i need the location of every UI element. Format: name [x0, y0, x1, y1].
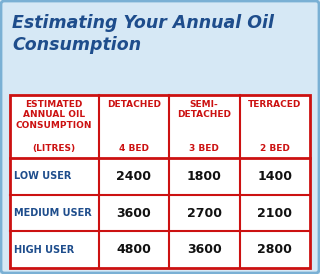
Text: SEMI-
DETACHED: SEMI- DETACHED [177, 100, 231, 119]
Text: 2 BED: 2 BED [260, 144, 290, 153]
Text: ESTIMATED
ANNUAL OIL
CONSUMPTION: ESTIMATED ANNUAL OIL CONSUMPTION [16, 100, 92, 130]
Bar [10, 95, 310, 268]
Text: Estimating Your Annual Oil
Consumption: Estimating Your Annual Oil Consumption [12, 14, 274, 53]
Text: 2800: 2800 [257, 243, 292, 256]
Text: 4800: 4800 [116, 243, 151, 256]
Text: DETACHED: DETACHED [107, 100, 161, 109]
Text: LOW USER: LOW USER [14, 172, 71, 181]
Text: HIGH USER: HIGH USER [14, 245, 74, 255]
Text: 1800: 1800 [187, 170, 222, 183]
Text: 3600: 3600 [187, 243, 222, 256]
Text: 2700: 2700 [187, 207, 222, 219]
Text: (LITRES): (LITRES) [33, 144, 76, 153]
Text: MEDIUM USER: MEDIUM USER [14, 208, 92, 218]
Text: 2400: 2400 [116, 170, 151, 183]
Bar [10, 95, 310, 268]
Text: 3 BED: 3 BED [189, 144, 219, 153]
Text: 2100: 2100 [257, 207, 292, 219]
Text: 1400: 1400 [257, 170, 292, 183]
Text: 4 BED: 4 BED [119, 144, 149, 153]
Text: 3600: 3600 [116, 207, 151, 219]
Text: TERRACED: TERRACED [248, 100, 301, 109]
